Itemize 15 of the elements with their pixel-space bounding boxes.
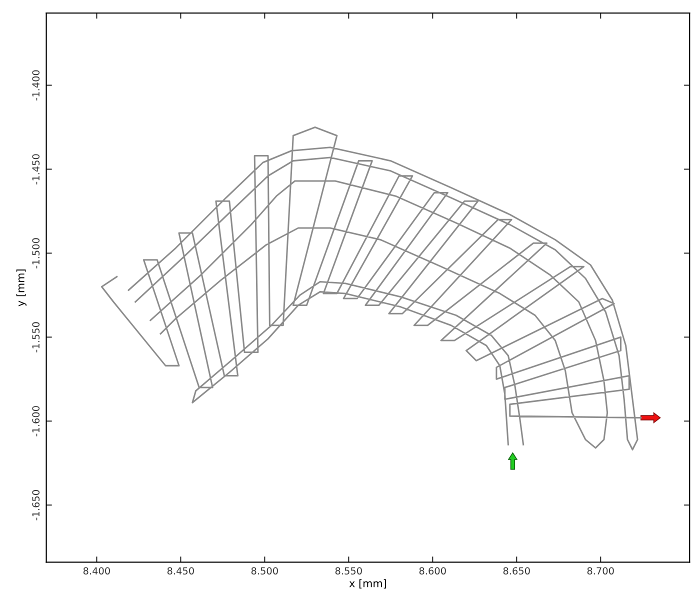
y-tick-label: -1.450 (32, 154, 40, 184)
y-axis-title: y [mm] (16, 270, 26, 306)
x-tick-label: 8.450 (167, 567, 194, 575)
y-tick-label: -1.600 (32, 406, 40, 436)
x-tick-label: 8.700 (587, 567, 614, 575)
x-tick-label: 8.650 (503, 567, 530, 575)
x-tick-label: 8.600 (419, 567, 446, 575)
x-tick-label: 8.400 (83, 567, 110, 575)
y-tick-label: -1.550 (32, 322, 40, 352)
y-tick-label: -1.500 (32, 238, 40, 268)
x-tick-label: 8.500 (251, 567, 278, 575)
x-tick-label: 8.550 (335, 567, 362, 575)
y-tick-label: -1.650 (32, 490, 40, 520)
x-axis-title: x [mm] (349, 579, 386, 588)
y-tick-label: -1.400 (32, 70, 40, 100)
